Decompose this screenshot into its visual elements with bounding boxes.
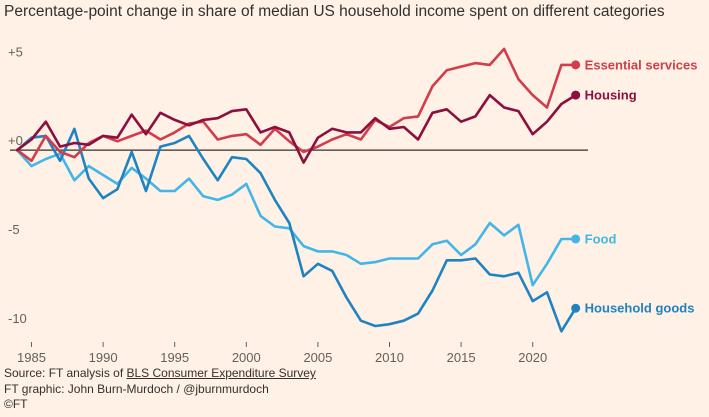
x-tick-label: 2005 [303,350,332,365]
x-tick-label: 2000 [232,350,261,365]
x-tick-label: 1995 [160,350,189,365]
series-label: Household goods [585,301,695,316]
series-end-marker [571,90,581,100]
x-tick-label: 1985 [17,350,46,365]
y-tick-label: -5 [8,222,20,237]
x-tick-label: 1990 [89,350,118,365]
series-end-marker [571,60,581,70]
series-label: Essential services [585,57,698,72]
y-tick-label: +0 [8,133,23,148]
source-note: Source: FT analysis of BLS Consumer Expe… [4,366,316,382]
series-end-marker [571,234,581,244]
y-tick-label: +5 [8,44,23,59]
series-line [15,47,578,163]
series-label: Housing [585,88,637,103]
chart-title: Percentage-point change in share of medi… [4,3,665,20]
y-tick-label: -10 [8,311,27,326]
series-line [15,127,578,333]
source-prefix: Source: FT analysis of [4,366,127,380]
source-link[interactable]: BLS Consumer Expenditure Survey [126,366,316,380]
series-line [15,93,578,164]
series-label: Food [585,231,617,246]
copyright: ©FT [4,397,28,411]
chart-footer: Source: FT analysis of BLS Consumer Expe… [4,366,316,413]
x-tick-label: 2015 [447,350,476,365]
x-tick-label: 2010 [375,350,404,365]
series-line [15,148,578,287]
graphic-credit: FT graphic: John Burn-Murdoch / @jburnmu… [4,381,269,396]
x-tick-label: 2020 [518,350,547,365]
series-end-marker [571,303,581,313]
